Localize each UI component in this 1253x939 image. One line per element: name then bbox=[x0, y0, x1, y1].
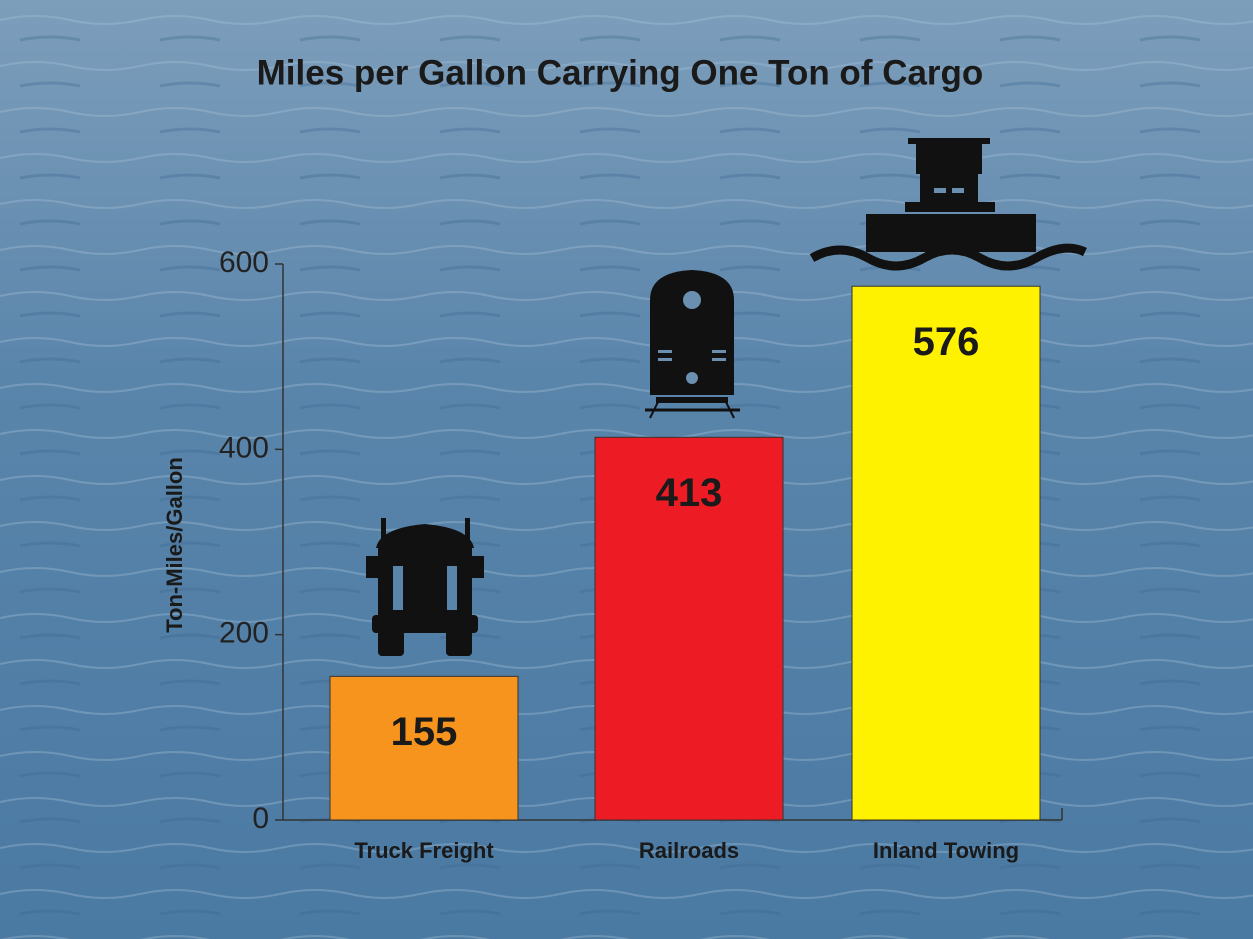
y-axis-label: Ton-Miles/Gallon bbox=[162, 457, 187, 633]
value-label: 576 bbox=[913, 320, 980, 364]
bar bbox=[852, 286, 1040, 820]
x-tick-label: Inland Towing bbox=[873, 838, 1019, 863]
chart: Miles per Gallon Carrying One Ton of Car… bbox=[0, 0, 1253, 939]
y-tick-label: 0 bbox=[252, 802, 269, 835]
value-label: 413 bbox=[656, 471, 723, 515]
y-tick-label: 200 bbox=[219, 617, 269, 650]
chart-title: Miles per Gallon Carrying One Ton of Car… bbox=[257, 53, 984, 92]
x-tick-label: Truck Freight bbox=[354, 838, 494, 863]
y-tick-label: 400 bbox=[219, 431, 269, 464]
x-tick-label: Railroads bbox=[639, 838, 739, 863]
y-tick-label: 600 bbox=[219, 246, 269, 279]
value-label: 155 bbox=[391, 710, 458, 754]
